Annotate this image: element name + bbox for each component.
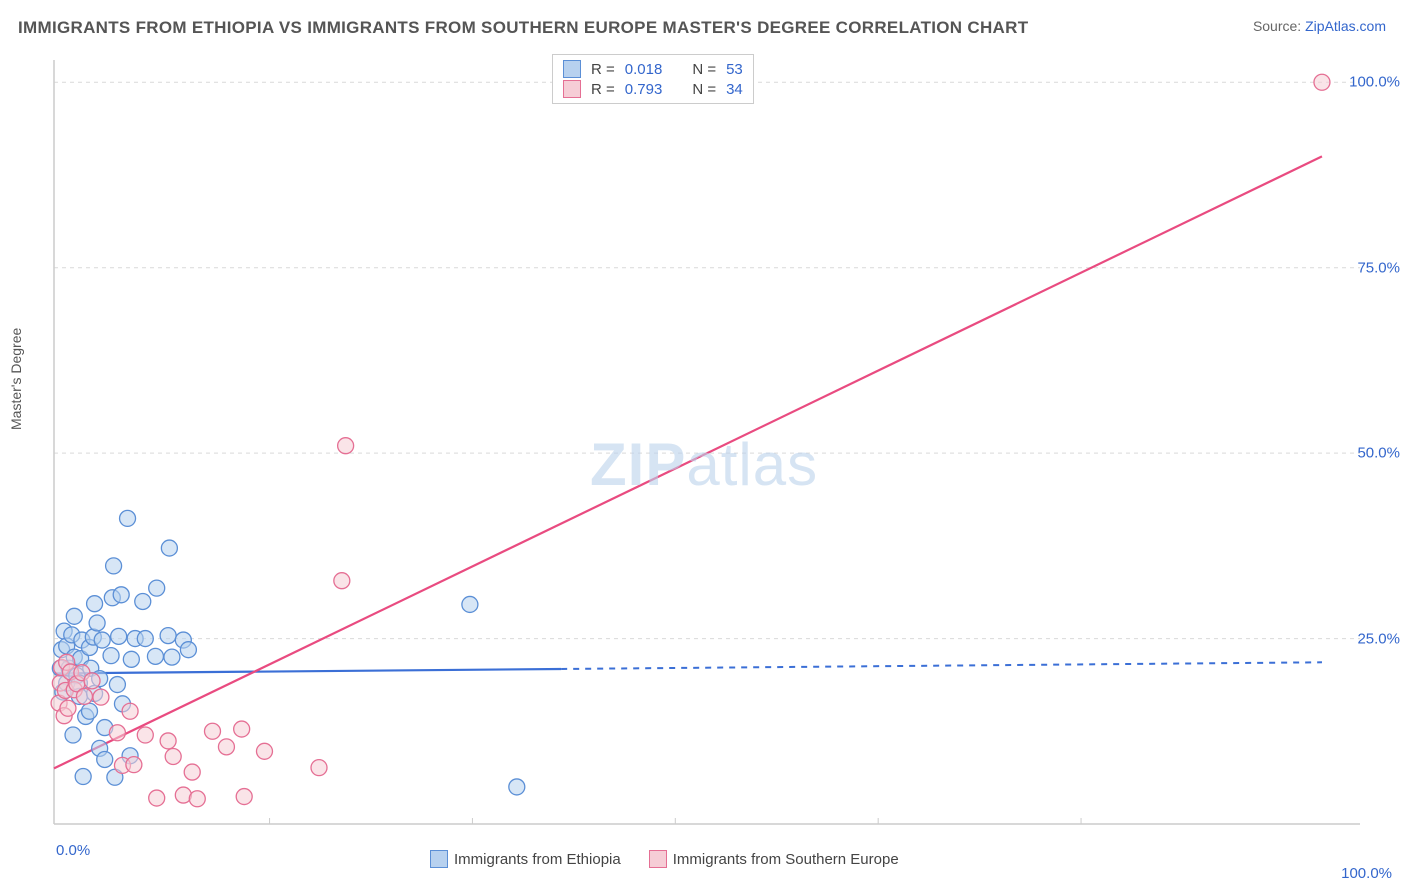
y-tick-label: 100.0% bbox=[1349, 74, 1400, 91]
source-value: ZipAtlas.com bbox=[1305, 18, 1386, 34]
r-label: R = bbox=[591, 61, 615, 78]
n-value: 34 bbox=[726, 81, 743, 98]
chart-plot-area: ZIPatlas bbox=[50, 52, 1380, 842]
source-label: Source: bbox=[1253, 18, 1305, 34]
legend-swatch bbox=[563, 60, 581, 78]
y-tick-label: 50.0% bbox=[1357, 445, 1400, 462]
y-tick-label: 25.0% bbox=[1357, 630, 1400, 647]
source-attribution: Source: ZipAtlas.com bbox=[1253, 18, 1386, 34]
stats-legend-box: R = 0.018 N = 53 R = 0.793 N = 34 bbox=[552, 54, 754, 104]
chart-title: IMMIGRANTS FROM ETHIOPIA VS IMMIGRANTS F… bbox=[18, 18, 1028, 38]
y-tick-label: 75.0% bbox=[1357, 259, 1400, 276]
stats-row: R = 0.793 N = 34 bbox=[563, 79, 743, 99]
legend-swatch bbox=[563, 80, 581, 98]
r-label: R = bbox=[591, 81, 615, 98]
n-label: N = bbox=[692, 81, 716, 98]
r-value: 0.793 bbox=[625, 81, 663, 98]
y-tick-label: 0.0% bbox=[56, 842, 1400, 859]
x-tick-label: 100.0% bbox=[1341, 865, 1392, 882]
stats-row: R = 0.018 N = 53 bbox=[563, 59, 743, 79]
n-label: N = bbox=[692, 61, 716, 78]
n-value: 53 bbox=[726, 61, 743, 78]
y-axis-label: Master's Degree bbox=[8, 328, 24, 430]
scatter-chart-svg bbox=[50, 52, 1380, 842]
r-value: 0.018 bbox=[625, 61, 663, 78]
